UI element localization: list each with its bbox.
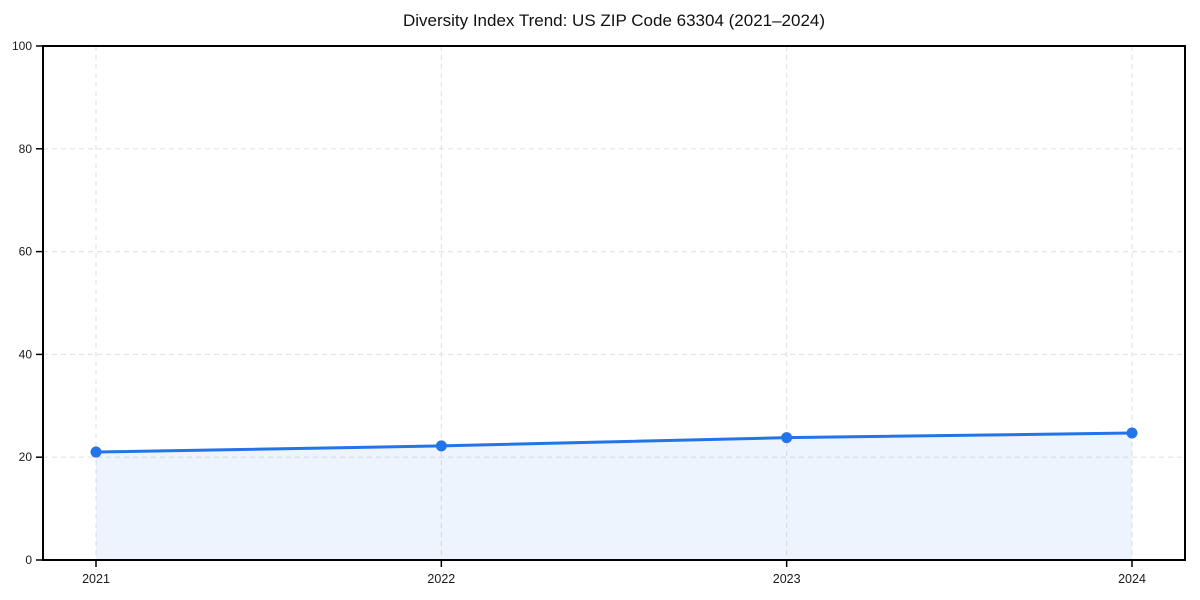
x-tick-label: 2021 xyxy=(82,572,110,586)
y-tick-label: 100 xyxy=(12,39,32,53)
chart-title: Diversity Index Trend: US ZIP Code 63304… xyxy=(402,11,826,30)
y-tick-label: 20 xyxy=(19,450,33,464)
x-tick-label: 2022 xyxy=(427,572,455,586)
data-point-2022[interactable] xyxy=(435,440,447,452)
data-point-2023[interactable] xyxy=(781,432,793,444)
x-tick-label: 2024 xyxy=(1118,572,1146,586)
area-fill xyxy=(96,433,1132,560)
y-tick-label: 80 xyxy=(19,142,33,156)
data-point-2021[interactable] xyxy=(90,446,102,458)
y-tick-label: 0 xyxy=(25,553,32,567)
y-tick-label: 60 xyxy=(19,245,33,259)
plot-border xyxy=(42,45,1186,561)
x-tick-label: 2023 xyxy=(773,572,801,586)
trend-line xyxy=(94,431,1134,454)
data-point-2024[interactable] xyxy=(1126,427,1138,439)
y-tick-label: 40 xyxy=(19,347,33,361)
